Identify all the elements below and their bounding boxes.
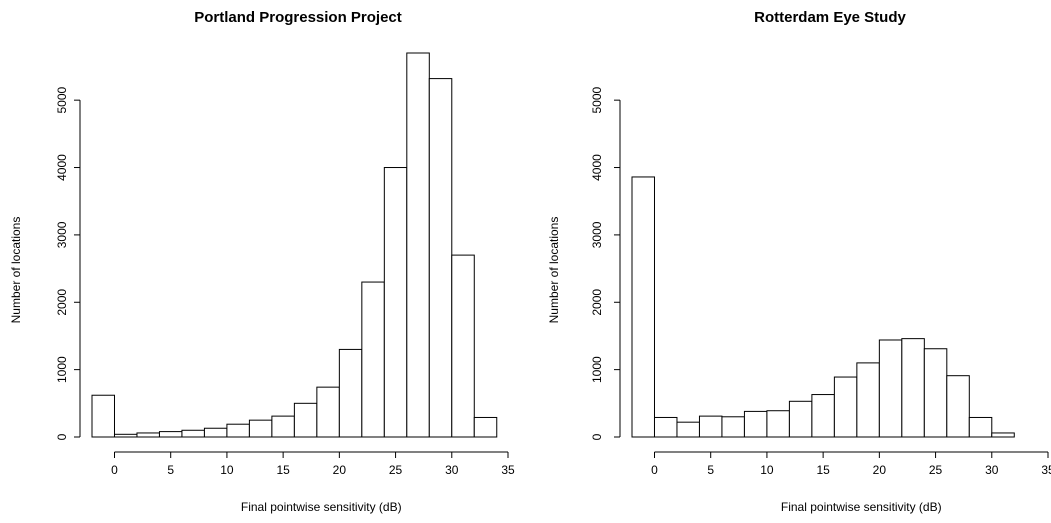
- histogram-bar: [653, 416, 678, 438]
- histogram-bar: [406, 52, 430, 438]
- histogram-bar: [991, 432, 1015, 438]
- histogram-bar: [946, 375, 970, 438]
- x-axis-label: Final pointwise sensitivity (dB): [241, 500, 402, 514]
- histogram-bar: [451, 254, 475, 438]
- x-tick-label: 25: [389, 463, 403, 477]
- histogram-bar: [811, 394, 835, 438]
- x-axis-label: Final pointwise sensitivity (dB): [781, 500, 942, 514]
- histogram-bar: [91, 394, 115, 438]
- x-tick-label: 20: [873, 463, 887, 477]
- chart-title-1: Portland Progression Project: [194, 9, 402, 26]
- y-tick-label: 3000: [590, 221, 604, 248]
- x-tick-label: 0: [651, 463, 658, 477]
- histogram-bar: [743, 410, 768, 438]
- histogram-bar: [293, 402, 318, 438]
- histogram-bar: [968, 416, 993, 438]
- y-tick-label: 5000: [590, 86, 604, 113]
- y-tick-label: 4000: [590, 154, 604, 181]
- x-tick-label: 35: [501, 463, 515, 477]
- histogram-bar: [338, 348, 363, 438]
- histogram-bar: [248, 419, 273, 438]
- histogram-bar: [158, 431, 183, 438]
- y-tick-label: 0: [590, 433, 604, 440]
- histogram-bar: [361, 281, 385, 438]
- y-tick-label: 1000: [55, 356, 69, 383]
- y-tick-label: 5000: [55, 86, 69, 113]
- histogram-bar: [631, 176, 655, 438]
- histogram-bar: [833, 376, 858, 438]
- x-tick-label: 5: [167, 463, 174, 477]
- x-tick-label: 30: [985, 463, 999, 477]
- histogram-bar: [766, 410, 790, 438]
- histogram-bar: [226, 423, 250, 438]
- x-tick-label: 30: [445, 463, 459, 477]
- x-tick-label: 35: [1041, 463, 1051, 477]
- histogram-bar: [721, 416, 745, 438]
- chart-title-2: Rotterdam Eye Study: [754, 9, 906, 26]
- x-tick-label: 15: [816, 463, 830, 477]
- y-tick-label: 2000: [590, 289, 604, 316]
- histogram-bar: [271, 415, 295, 438]
- histogram-bar: [428, 78, 453, 438]
- histogram-bar: [923, 348, 948, 438]
- histogram-bar: [383, 167, 408, 438]
- x-tick-label: 10: [220, 463, 234, 477]
- histogram-bar: [316, 386, 340, 438]
- x-tick-label: 20: [333, 463, 347, 477]
- y-tick-label: 4000: [55, 154, 69, 181]
- x-tick-label: 5: [707, 463, 714, 477]
- x-tick-label: 25: [929, 463, 943, 477]
- histogram-bar: [788, 400, 813, 438]
- y-axis-label: Number of locations: [9, 217, 23, 324]
- histogram-bar: [203, 427, 228, 438]
- x-tick-label: 0: [111, 463, 118, 477]
- x-tick-label: 15: [276, 463, 290, 477]
- histogram-bar: [113, 433, 138, 438]
- y-tick-label: 0: [55, 433, 69, 440]
- y-axis-label: Number of locations: [547, 217, 561, 324]
- histogram-bar: [676, 421, 700, 438]
- histogram-bar: [473, 416, 498, 438]
- histogram-bar: [698, 415, 723, 438]
- histogram-bar: [856, 362, 880, 438]
- x-tick-label: 10: [760, 463, 774, 477]
- histogram-bar: [878, 339, 903, 438]
- histogram-bar: [136, 432, 160, 438]
- histogram-bar: [181, 429, 205, 438]
- y-tick-label: 3000: [55, 221, 69, 248]
- y-tick-label: 2000: [55, 289, 69, 316]
- y-tick-label: 1000: [590, 356, 604, 383]
- histogram-bar: [901, 338, 925, 438]
